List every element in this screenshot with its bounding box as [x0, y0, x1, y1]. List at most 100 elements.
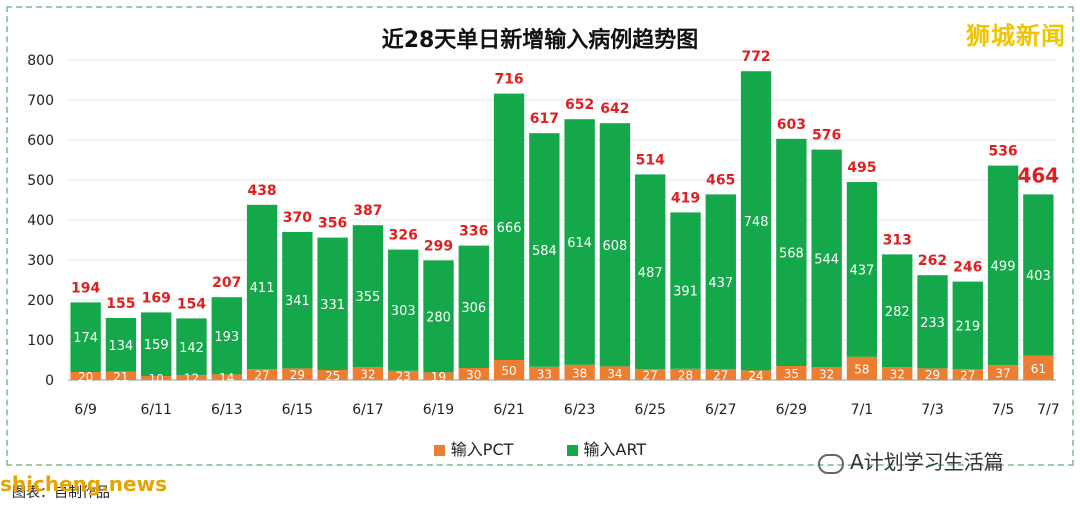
art-value-label: 544	[814, 252, 839, 267]
pct-value-label: 24	[748, 369, 763, 383]
x-tick-label: 6/17	[352, 402, 383, 418]
total-value-label: 387	[353, 203, 382, 219]
y-tick-label: 600	[27, 133, 54, 149]
brand-watermark: 狮城新闻	[966, 22, 1066, 50]
art-value-label: 233	[920, 316, 945, 331]
total-value-label: 356	[318, 216, 347, 232]
bar-art	[952, 281, 983, 370]
bar-art	[811, 149, 842, 368]
legend-item-art: 输入ART	[566, 436, 646, 460]
total-value-label: 207	[212, 275, 241, 291]
y-tick-label: 500	[27, 173, 54, 189]
bar-pct	[423, 372, 454, 380]
pct-value-label: 29	[925, 368, 940, 382]
bar-pct	[141, 376, 172, 380]
total-value-label: 326	[389, 228, 418, 244]
wechat-icon	[818, 453, 844, 474]
x-tick-label: 6/15	[282, 402, 313, 418]
total-value-label: 642	[600, 101, 629, 117]
x-tick-label: 7/7	[1037, 402, 1060, 418]
bar-pct	[599, 366, 631, 380]
pct-value-label: 10	[149, 372, 164, 386]
x-tick-label: 6/9	[74, 402, 97, 418]
y-tick-label: 800	[27, 53, 54, 69]
pct-value-label: 27	[254, 369, 269, 383]
bar-pct	[670, 368, 701, 380]
pct-value-label: 14	[219, 371, 234, 385]
bar-art	[846, 182, 878, 357]
bar-pct	[211, 374, 242, 380]
bar-pct	[352, 367, 384, 380]
art-value-label: 134	[109, 339, 134, 354]
art-value-label: 341	[285, 294, 310, 309]
x-tick-label: 6/19	[423, 402, 454, 418]
bar-art	[987, 165, 1019, 366]
art-value-label: 403	[1026, 269, 1051, 284]
pct-value-label: 35	[784, 367, 799, 381]
total-value-label: 262	[918, 253, 947, 269]
art-value-label: 282	[885, 305, 910, 320]
y-tick-label: 700	[27, 93, 54, 109]
caption: 图表：自制作品	[12, 485, 110, 501]
art-value-label: 355	[356, 290, 381, 305]
bar-art	[388, 249, 419, 371]
pct-value-label: 27	[643, 369, 658, 383]
x-tick-label: 6/11	[140, 402, 171, 418]
total-value-label: 313	[883, 232, 912, 248]
pct-value-label: 29	[290, 368, 305, 382]
bar-art	[705, 194, 736, 370]
art-value-label: 391	[673, 285, 698, 300]
pct-value-label: 28	[678, 368, 693, 382]
bar-pct	[493, 360, 525, 380]
total-value-label: 514	[636, 152, 665, 168]
total-value-label: 652	[565, 97, 594, 113]
x-tick-label: 6/27	[705, 402, 736, 418]
total-value-label: 772	[741, 49, 770, 65]
bar-pct	[740, 370, 772, 380]
bar-art	[246, 204, 278, 370]
art-value-label: 568	[779, 246, 804, 261]
x-tick-label: 6/23	[564, 402, 595, 418]
art-value-label: 499	[991, 259, 1016, 274]
y-tick-label: 0	[45, 373, 54, 389]
legend: 输入PCT 输入ART	[0, 436, 1080, 460]
total-value-label: 299	[424, 238, 453, 254]
pct-value-label: 20	[78, 370, 93, 384]
bar-pct	[917, 368, 948, 380]
art-value-label: 331	[320, 298, 345, 313]
bar-pct	[388, 370, 419, 380]
site-watermark: shicheng.news	[0, 472, 167, 496]
pct-value-label: 50	[501, 364, 516, 378]
y-tick-label: 400	[27, 213, 54, 229]
total-value-label: 155	[106, 296, 135, 312]
bar-pct	[564, 364, 595, 380]
pct-value-label: 32	[890, 368, 905, 382]
total-value-label: 246	[953, 260, 982, 276]
wechat-label: A计划学习生活篇	[850, 450, 1004, 474]
bar-art	[317, 237, 348, 370]
bar-pct	[776, 366, 807, 380]
art-value-label: 748	[744, 215, 769, 230]
bar-art	[529, 133, 560, 367]
art-value-label: 487	[638, 266, 663, 281]
x-tick-label: 7/5	[992, 402, 1015, 418]
bar-art	[458, 245, 489, 368]
bar-art	[740, 71, 772, 371]
bar-art	[282, 232, 313, 369]
x-tick-label: 6/21	[493, 402, 524, 418]
bar-art	[1023, 194, 1054, 356]
pct-value-label: 23	[396, 369, 411, 383]
total-value-label: 370	[283, 210, 312, 226]
total-value-label: 465	[706, 172, 735, 188]
pct-value-label: 61	[1031, 362, 1046, 376]
legend-label-pct: 输入PCT	[450, 440, 514, 459]
bar-pct	[705, 369, 736, 380]
bar-art	[105, 318, 137, 372]
chart-title: 近28天单日新增输入病例趋势图	[381, 28, 699, 53]
art-value-label: 142	[179, 341, 204, 356]
x-tick-label: 6/25	[634, 402, 665, 418]
x-tick-label: 6/13	[211, 402, 242, 418]
bar-pct	[952, 369, 983, 380]
bar-art	[564, 119, 595, 365]
total-value-label: 536	[988, 144, 1017, 160]
